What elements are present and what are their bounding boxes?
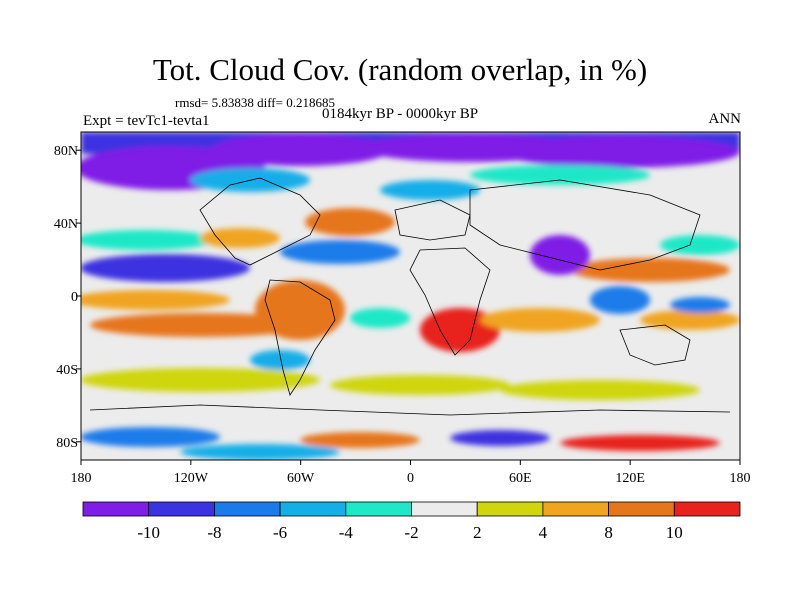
period-text: 0184kyr BP - 0000kyr BP — [322, 106, 479, 122]
experiment-label: Expt = tevTc1-tevta1 — [83, 113, 210, 129]
coastlines — [89, 177, 731, 416]
lon-tick-label: 180 — [71, 471, 92, 486]
colorbar-label: -10 — [137, 523, 160, 542]
lat-tick-label: 80N — [54, 144, 78, 159]
colorbar: -10 -8 -6 -4 -2 2 4 8 10 — [82, 501, 741, 542]
colorbar-label: 8 — [604, 523, 613, 542]
colorbar-label: -8 — [207, 523, 221, 542]
colorbar-label: 10 — [666, 523, 683, 542]
stats-text: rmsd= 5.83838 diff= 0.218685 — [175, 95, 335, 110]
colorbar-swatch — [411, 501, 478, 517]
lat-tick-label: 40S — [56, 363, 78, 378]
colorbar-swatch — [608, 501, 675, 517]
colorbar-swatch — [148, 501, 215, 517]
longitude-labels: 180 120W 60W 0 60E 120E 180 — [71, 460, 751, 486]
colorbar-swatch — [213, 501, 281, 517]
lon-tick-label: 60W — [287, 471, 315, 486]
colorbar-label: 4 — [539, 523, 548, 542]
lat-tick-label: 0 — [71, 290, 78, 305]
colorbar-label: -6 — [273, 523, 287, 542]
colorbar-swatch — [542, 501, 610, 517]
map-title: Tot. Cloud Cov. (random overlap, in %) — [152, 52, 648, 87]
colorbar-swatch — [82, 501, 150, 517]
lon-tick-label: 180 — [730, 471, 751, 486]
colorbar-swatch — [476, 501, 544, 517]
lon-tick-label: 120E — [615, 471, 645, 486]
cloud-anomaly-field — [81, 132, 740, 460]
colorbar-swatch — [673, 501, 741, 517]
colorbar-swatch — [345, 501, 412, 517]
colorbar-label: -2 — [404, 523, 418, 542]
latitude-labels: 80N 40N 0 40S 80S — [54, 144, 81, 451]
colorbar-swatch — [279, 501, 347, 517]
colorbar-label: 2 — [473, 523, 482, 542]
lat-tick-label: 40N — [54, 217, 78, 232]
lon-tick-label: 120W — [174, 471, 209, 486]
lon-tick-label: 60E — [509, 471, 532, 486]
lat-tick-label: 80S — [56, 436, 78, 451]
season-label: ANN — [708, 111, 742, 127]
colorbar-label: -4 — [339, 523, 354, 542]
lon-tick-label: 0 — [407, 471, 414, 486]
